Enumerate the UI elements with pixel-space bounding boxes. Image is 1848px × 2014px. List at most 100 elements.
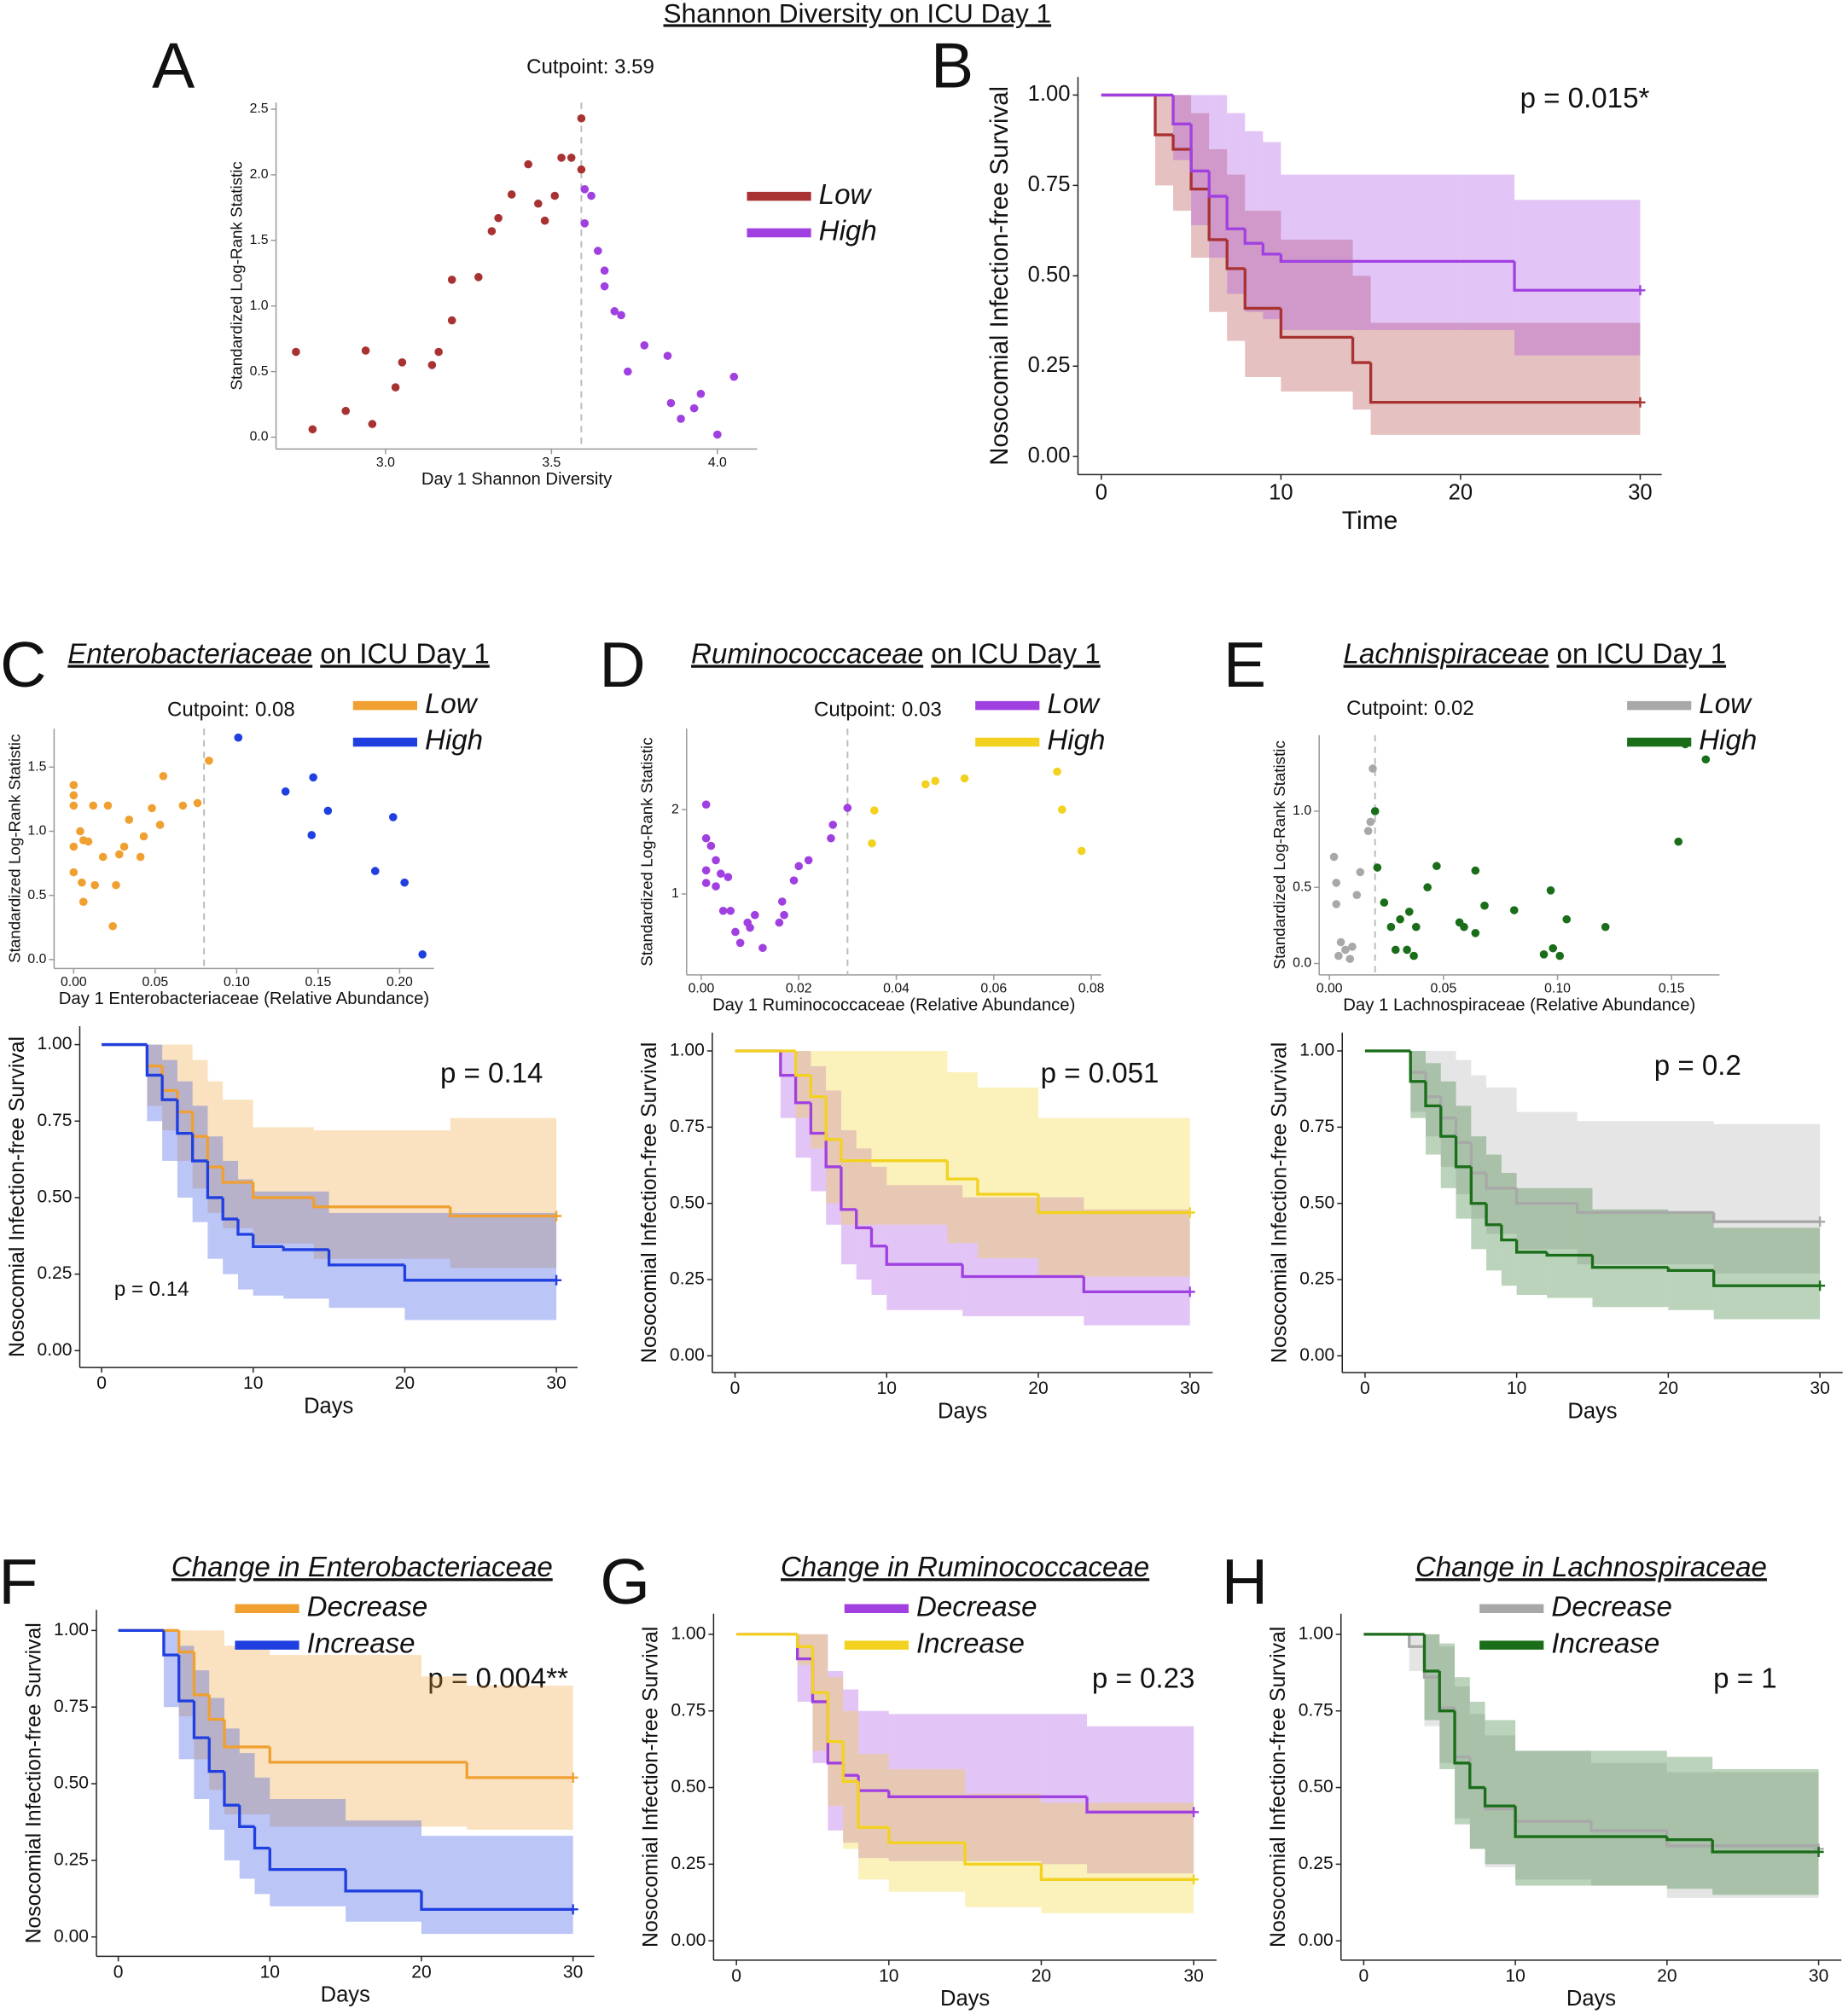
legend-label: Decrease (307, 1592, 428, 1623)
x-tick-label: 0.02 (786, 982, 812, 996)
y-tick-label: 1.00 (1299, 1041, 1334, 1060)
legend-label: Low (1047, 688, 1101, 720)
confidence-band (1352, 276, 1371, 410)
confidence-band (828, 1671, 844, 1831)
censor-mark (1184, 1286, 1195, 1297)
y-tick-label: 0.5 (250, 364, 269, 379)
point (115, 850, 124, 859)
confidence-band (177, 1081, 193, 1198)
legend-label: Increase (916, 1628, 1025, 1659)
confidence-band (1485, 1720, 1516, 1865)
y-tick-label: 1.00 (670, 1041, 705, 1060)
confidence-band (795, 1051, 811, 1118)
y-axis-label: Nosocomial Infection-free Survival (1267, 1627, 1290, 1947)
point (447, 316, 456, 325)
confidence-band (1456, 1106, 1472, 1219)
x-axis-label: Days (940, 1987, 990, 2011)
x-tick-label: 10 (1505, 1966, 1525, 1986)
point (89, 801, 98, 810)
x-tick-label: 10 (1507, 1378, 1526, 1398)
y-tick-label: 0.00 (1299, 1930, 1334, 1950)
survival-step (1171, 95, 1192, 125)
survival-step (465, 1762, 573, 1779)
confidence-band (886, 1051, 948, 1225)
confidence-band (1486, 1154, 1502, 1271)
confidence-band (1592, 1209, 1669, 1308)
x-tick-label: 0.10 (224, 975, 250, 990)
survival-step (160, 1075, 177, 1101)
survival-step (1279, 308, 1353, 340)
y-tick-label: 1.00 (54, 1620, 89, 1640)
y-tick-label: 0.25 (1299, 1854, 1334, 1873)
point (713, 430, 722, 439)
survival-step (1424, 1081, 1441, 1108)
survival-step (1454, 1136, 1472, 1169)
point (78, 878, 86, 887)
x-tick-label: 30 (563, 1962, 583, 1982)
confidence-band (1455, 1686, 1470, 1819)
survival-step (1082, 1276, 1190, 1294)
x-tick-label: 0.04 (883, 982, 909, 996)
censor-mark (1635, 397, 1646, 408)
confidence-band (450, 1117, 557, 1268)
y-tick-label: 0.50 (1299, 1193, 1334, 1212)
x-axis-label: Days (1567, 1399, 1617, 1423)
confidence-band (1456, 1059, 1472, 1195)
y-tick-label: 0.0 (27, 952, 46, 966)
title-italic: Lachnispiraceae (1344, 638, 1549, 670)
y-axis-label: Nosocomial Infection-free Survival (22, 1622, 45, 1943)
survival-step (1590, 1255, 1669, 1269)
confidence-band (1041, 1714, 1088, 1865)
point (1701, 755, 1711, 764)
confidence-band (207, 1081, 224, 1213)
survival-step (824, 1133, 841, 1169)
point (78, 897, 88, 906)
confidence-band (404, 1212, 557, 1320)
y-tick-label: 0.00 (54, 1926, 89, 1946)
confidence-band (1460, 174, 1515, 330)
point (1348, 943, 1357, 951)
confidence-band (797, 1634, 813, 1665)
survival-step (1711, 1839, 1819, 1854)
x-tick-label: 0.20 (386, 975, 413, 990)
y-tick-label: 0.75 (1299, 1117, 1334, 1136)
annotation: p = 0.14 (440, 1058, 543, 1089)
point (125, 815, 134, 824)
title-rest: on ICU Day 1 (1557, 638, 1727, 670)
y-tick-label: 0.75 (671, 1700, 706, 1720)
x-axis-label: Day 1 Lachnospiraceae (Relative Abundanc… (1343, 995, 1695, 1014)
x-tick-label: 3.5 (542, 456, 561, 470)
point (828, 821, 838, 829)
survival-step (809, 1075, 827, 1099)
confidence-band (1245, 131, 1264, 312)
censor-mark (1815, 1216, 1826, 1228)
survival-step (1438, 1670, 1456, 1713)
point (368, 420, 377, 428)
point (804, 856, 813, 865)
y-tick-label: 0.0 (250, 430, 269, 444)
point (487, 227, 497, 235)
confidence-band (1084, 1209, 1190, 1326)
confidence-band (163, 1630, 179, 1708)
survival-step (207, 1694, 224, 1721)
x-tick-label: 4.0 (708, 456, 727, 470)
point (750, 910, 759, 920)
y-tick-label: 1 (671, 886, 679, 901)
x-tick-label: 0 (731, 1966, 741, 1986)
confidence-band (1590, 1762, 1667, 1886)
x-axis-label: Day 1 Ruminococcaceae (Relative Abundanc… (712, 995, 1075, 1014)
point (370, 867, 380, 875)
confidence-band (1409, 1634, 1425, 1672)
survival-step (1351, 337, 1371, 364)
survival-step (793, 1075, 811, 1105)
point (726, 906, 735, 915)
survival-step (282, 1246, 329, 1251)
confidence-band (1191, 113, 1210, 258)
x-tick-label: 10 (243, 1373, 263, 1393)
survival-step (206, 1160, 224, 1199)
confidence-band (178, 1645, 195, 1760)
x-tick-label: 0 (1360, 1378, 1370, 1398)
confidence-band (270, 1655, 421, 1827)
survival-step (449, 1206, 557, 1218)
point (1341, 945, 1350, 955)
